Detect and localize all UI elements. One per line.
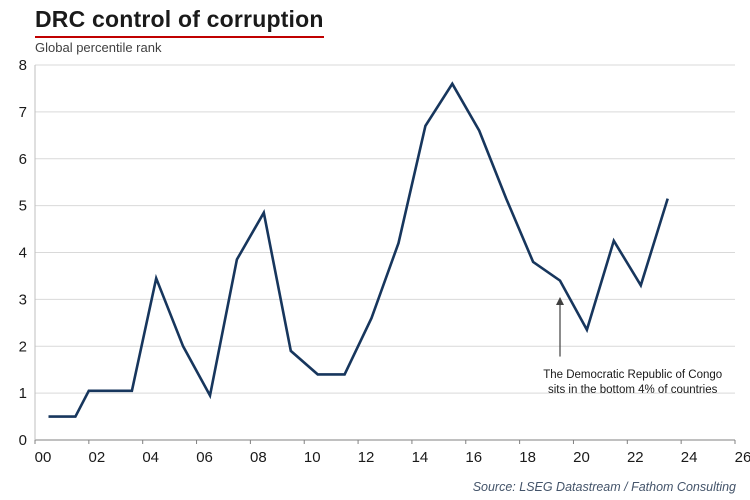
x-tick-label: 06 <box>196 449 213 466</box>
annotation-arrow-head <box>556 297 564 306</box>
x-tick-label: 20 <box>573 449 590 466</box>
x-tick-label: 24 <box>681 449 698 466</box>
x-tick-label: 26 <box>735 449 750 466</box>
x-tick-label: 22 <box>627 449 644 466</box>
y-tick-label: 7 <box>19 104 27 121</box>
x-tick-label: 18 <box>519 449 536 466</box>
y-tick-label: 0 <box>19 432 27 449</box>
x-tick-label: 08 <box>250 449 267 466</box>
annotation-text-line: sits in the bottom 4% of countries <box>548 384 718 396</box>
chart-title: DRC control of corruption <box>35 6 324 38</box>
x-tick-label: 14 <box>412 449 429 466</box>
y-tick-label: 6 <box>19 151 27 168</box>
x-tick-label: 00 <box>35 449 52 466</box>
chart-subtitle: Global percentile rank <box>35 40 162 55</box>
y-tick-label: 3 <box>19 291 27 308</box>
source-credit: Source: LSEG Datastream / Fathom Consult… <box>472 480 736 494</box>
x-tick-label: 16 <box>465 449 482 466</box>
x-tick-label: 12 <box>358 449 375 466</box>
data-line-series <box>48 81 669 418</box>
y-tick-label: 5 <box>19 198 27 215</box>
x-tick-label: 10 <box>304 449 321 466</box>
y-tick-label: 1 <box>19 385 27 402</box>
annotation-text-line: The Democratic Republic of Congo <box>543 369 722 381</box>
x-tick-label: 02 <box>89 449 106 466</box>
y-tick-label: 2 <box>19 338 27 355</box>
x-tick-label: 04 <box>142 449 159 466</box>
y-tick-label: 4 <box>19 245 27 262</box>
y-tick-label: 8 <box>19 57 27 74</box>
